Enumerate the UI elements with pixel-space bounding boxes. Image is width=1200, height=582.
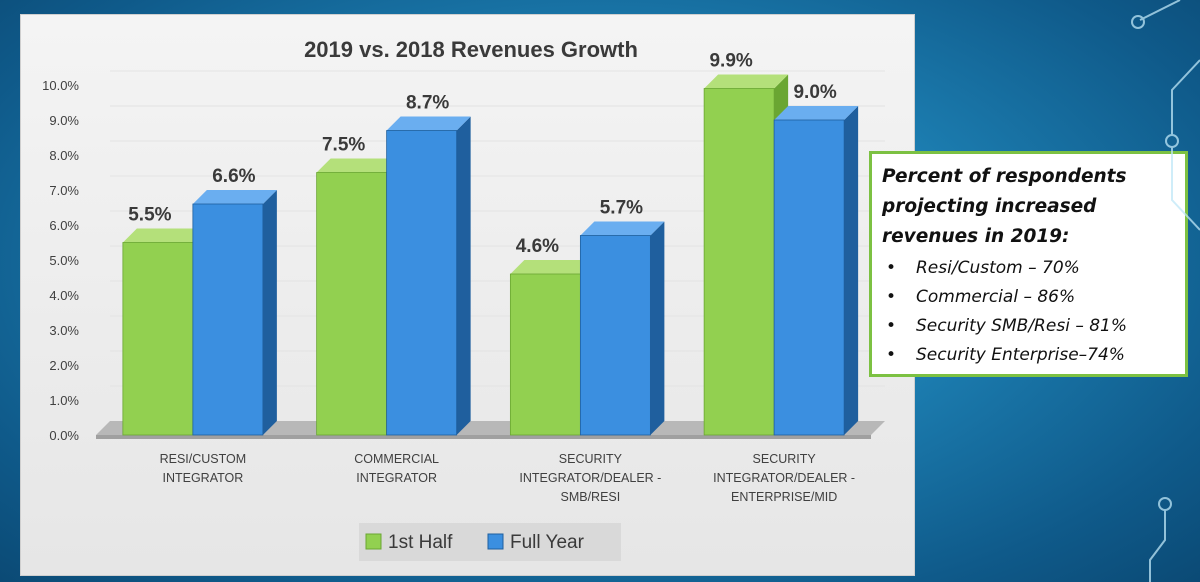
x-tick-label: SECURITY xyxy=(753,452,817,466)
bar-1st-half xyxy=(703,88,775,436)
data-label: 9.9% xyxy=(709,51,752,72)
callout-title-line: Percent of respondents xyxy=(882,166,1127,187)
y-tick-label: 6.0% xyxy=(49,218,79,233)
legend-swatch xyxy=(487,533,504,550)
bar-1st-half xyxy=(509,273,581,436)
chart-floor xyxy=(96,421,885,435)
bar-side-full-year xyxy=(262,190,277,435)
y-tick-label: 1.0% xyxy=(49,393,79,408)
bar-top-1st-half xyxy=(122,228,207,243)
y-tick-label: 5.0% xyxy=(49,253,79,268)
y-tick-label: 8.0% xyxy=(49,148,79,163)
bullet-icon: • xyxy=(886,345,897,365)
respondents-callout: Percent of respondents projecting increa… xyxy=(869,151,1188,377)
x-tick-label: SECURITY xyxy=(559,452,623,466)
callout-title-line: projecting increased xyxy=(882,196,1097,217)
y-tick-label: 0.0% xyxy=(49,428,79,443)
callout-title-line: revenues in 2019: xyxy=(882,226,1070,247)
legend-swatch xyxy=(365,533,382,550)
bar-top-full-year xyxy=(580,221,665,236)
bar-full-year xyxy=(192,203,264,436)
bullet-icon: • xyxy=(886,287,897,307)
y-tick-label: 4.0% xyxy=(49,288,79,303)
x-tick-label: INTEGRATOR/DEALER - xyxy=(713,471,855,485)
callout-list: • Resi/Custom – 70% • Commercial – 86% • Se… xyxy=(882,254,1175,370)
bar-full-year xyxy=(579,235,651,436)
callout-item-text: Security SMB/Resi – 81% xyxy=(916,316,1128,336)
chart-panel: 2019 vs. 2018 Revenues Growth 0.0% 1.0% 2.0… xyxy=(20,14,915,576)
bar-full-year xyxy=(386,130,458,436)
bar-side-full-year xyxy=(844,106,859,435)
legend-label: 1st Half xyxy=(388,532,453,553)
bar-side-full-year xyxy=(650,221,665,435)
revenue-chart: 2019 vs. 2018 Revenues Growth 0.0% 1.0% 2.0… xyxy=(42,37,885,561)
bar-top-1st-half xyxy=(704,74,789,89)
x-tick-label: SMB/RESI xyxy=(561,490,621,504)
circuit-decoration-icon xyxy=(1131,0,1200,582)
bar-top-full-year xyxy=(774,106,859,120)
x-tick-label: COMMERCIAL xyxy=(354,452,439,466)
y-tick-label: 3.0% xyxy=(49,323,79,338)
data-label: 6.6% xyxy=(212,166,255,187)
bar-side-full-year xyxy=(456,116,471,435)
callout-item-text: Security Enterprise–74% xyxy=(916,345,1125,365)
bar-top-1st-half xyxy=(510,260,595,274)
data-label: 7.5% xyxy=(322,135,365,156)
bar-top-1st-half xyxy=(316,158,401,173)
callout-item-text: Resi/Custom – 70% xyxy=(916,258,1080,278)
bar-1st-half xyxy=(316,172,388,436)
bar-full-year xyxy=(773,119,845,436)
x-tick-label: INTEGRATOR xyxy=(162,471,243,485)
bar-top-full-year xyxy=(192,190,277,204)
x-tick-label: INTEGRATOR xyxy=(356,471,437,485)
x-tick-label: RESI/CUSTOM xyxy=(160,452,247,466)
bar-top-full-year xyxy=(386,116,471,131)
chart-title: 2019 vs. 2018 Revenues Growth xyxy=(304,37,638,62)
bullet-icon: • xyxy=(886,258,897,278)
y-tick-label: 9.0% xyxy=(49,113,79,128)
x-tick-label: ENTERPRISE/MID xyxy=(731,490,837,504)
data-label: 5.5% xyxy=(128,205,171,226)
data-label: 9.0% xyxy=(793,82,836,103)
callout-item: • Resi/Custom – 70% xyxy=(882,254,1175,283)
y-tick-label: 10.0% xyxy=(42,78,79,93)
callout-item: • Commercial – 86% xyxy=(882,283,1175,312)
y-tick-label: 7.0% xyxy=(49,183,79,198)
bar-1st-half xyxy=(122,242,194,436)
callout-item: • Security SMB/Resi – 81% xyxy=(882,312,1175,341)
chart-floor-edge xyxy=(96,435,871,439)
data-label: 5.7% xyxy=(600,198,643,219)
data-label: 8.7% xyxy=(406,93,449,114)
legend-label: Full Year xyxy=(510,532,585,553)
callout-item-text: Commercial – 86% xyxy=(916,287,1076,307)
x-tick-label: INTEGRATOR/DEALER - xyxy=(519,471,661,485)
data-label: 4.6% xyxy=(516,236,559,257)
callout-item: • Security Enterprise–74% xyxy=(882,341,1175,370)
y-tick-label: 2.0% xyxy=(49,358,79,373)
bullet-icon: • xyxy=(886,316,897,336)
